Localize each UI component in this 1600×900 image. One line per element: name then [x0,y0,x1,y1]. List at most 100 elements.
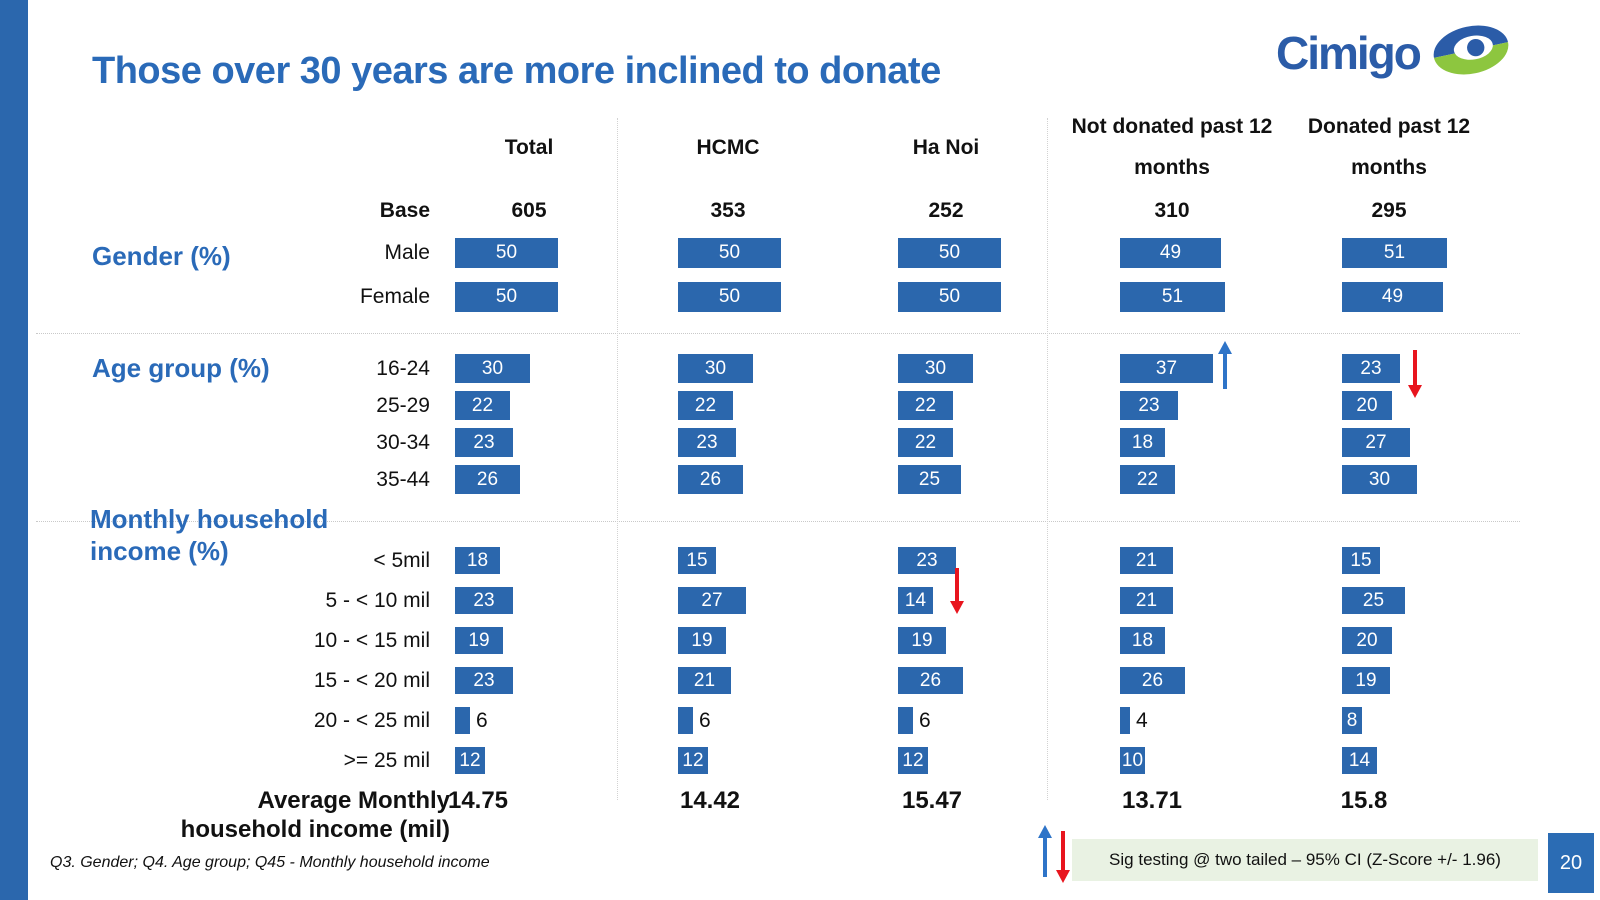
bar-inc4-donated: 19 [1342,667,1390,694]
row-label: 25-29 [376,393,430,417]
bar-inc3-hanoi: 19 [898,627,946,654]
column-divider [1047,118,1048,800]
row-label: 15 - < 20 mil [313,668,430,692]
column-header-hanoi: Ha Noi [912,135,980,159]
bar-inc1-total: 18 [455,547,500,574]
bar-30-34-donated: 27 [1342,428,1410,457]
row-label: >= 25 mil [343,748,430,772]
base-donated: 295 [1371,199,1407,222]
bar-16-24-donated: 23 [1342,354,1400,383]
bar-inc1-hanoi: 23 [898,547,956,574]
bar-inc3-donated: 20 [1342,627,1392,654]
table-row: 25-29 22 22 22 23 20 [0,391,1600,420]
table-row: Male 50 50 50 49 51 [0,238,1600,268]
bar-30-34-hcmc: 23 [678,428,736,457]
base-total: 605 [511,199,547,222]
base-hanoi: 252 [928,199,964,222]
bar-female-hanoi: 50 [898,282,1001,312]
row-label: Female [359,285,430,308]
cimigo-logo: Cimigo [1276,20,1512,85]
row-label: < 5mil [373,548,430,572]
base-label: Base [379,199,430,222]
column-header-hcmc: HCMC [696,135,760,159]
table-row: 5 - < 10 mil 23 27 14 21 25 [0,587,1600,614]
bar-inc6-donated: 14 [1342,747,1377,774]
bar-16-24-hcmc: 30 [678,354,753,383]
bar-inc1-donated: 15 [1342,547,1380,574]
significance-down-arrow-icon [950,568,964,619]
bar-25-29-donated: 20 [1342,391,1392,420]
slide-title: Those over 30 years are more inclined to… [92,50,941,92]
base-hcmc: 353 [710,199,746,222]
section-label-income: Monthly household income (%) [90,504,329,566]
table-row: 20 - < 25 mil 6 6 6 4 8 [0,707,1600,734]
table-row: 35-44 26 26 25 22 30 [0,465,1600,494]
table-row: 15 - < 20 mil 23 21 26 26 19 [0,667,1600,694]
row-label: 20 - < 25 mil [313,708,430,732]
section-divider [36,521,1520,522]
column-header-donated: Donated past 12 months [1307,115,1471,179]
table-row: >= 25 mil 12 12 12 10 14 [0,747,1600,774]
column-header-total: Total [504,135,554,159]
base-row: Base 605 353 252 310 295 [0,196,1600,226]
bar-female-donated: 49 [1342,282,1443,312]
significance-down-arrow-icon [1408,350,1422,403]
bar-inc2-hanoi: 14 [898,587,933,614]
column-header-not-donated: Not donated past 12 months [1071,115,1273,179]
average-row-label: Average Monthly household income (mil) [180,787,450,843]
bar-inc5-not-donated: 4 [1120,707,1148,734]
bar-16-24-hanoi: 30 [898,354,973,383]
bar-35-44-donated: 30 [1342,465,1417,494]
bar-30-34-not-donated: 18 [1120,428,1165,457]
row-label: 5 - < 10 mil [325,588,430,612]
bar-inc5-total: 6 [455,707,488,734]
bar-male-hanoi: 50 [898,238,1001,268]
section-divider [36,333,1520,334]
row-label: 16-24 [376,356,430,380]
bar-male-donated: 51 [1342,238,1447,268]
bar-inc1-hcmc: 15 [678,547,716,574]
bar-inc5-donated: 8 [1342,707,1362,734]
column-divider [617,118,618,800]
bar-inc2-not-donated: 21 [1120,587,1173,614]
bar-25-29-not-donated: 23 [1120,391,1178,420]
section-label-gender: Gender (%) [92,241,231,271]
bar-inc4-not-donated: 26 [1120,667,1185,694]
table-row: < 5mil 18 15 23 21 15 [0,547,1600,574]
bar-female-total: 50 [455,282,558,312]
average-not-donated: 13.71 [1121,787,1183,814]
bar-inc4-hcmc: 21 [678,667,731,694]
legend-up-arrow-icon [1038,825,1052,882]
bar-male-hcmc: 50 [678,238,781,268]
bar-inc5-hanoi: 6 [898,707,931,734]
bar-25-29-hcmc: 22 [678,391,733,420]
average-hanoi: 15.47 [901,787,963,814]
left-accent-bar [0,0,28,900]
table-row: Female 50 50 50 51 49 [0,282,1600,312]
row-label: 30-34 [376,430,430,454]
bar-inc4-hanoi: 26 [898,667,963,694]
average-total: 14.75 [447,787,509,814]
eye-logo-icon [1430,20,1512,85]
bar-female-hcmc: 50 [678,282,781,312]
bar-inc6-hcmc: 12 [678,747,708,774]
bar-inc3-not-donated: 18 [1120,627,1165,654]
bar-inc3-hcmc: 19 [678,627,726,654]
bar-16-24-not-donated: 37 [1120,354,1213,383]
bar-inc5-hcmc: 6 [678,707,711,734]
bar-16-24-total: 30 [455,354,530,383]
bar-35-44-not-donated: 22 [1120,465,1175,494]
bar-female-not-donated: 51 [1120,282,1225,312]
page-number: 20 [1548,833,1594,893]
bar-inc2-hcmc: 27 [678,587,746,614]
sig-testing-note: Sig testing @ two tailed – 95% CI (Z-Sco… [1072,839,1538,881]
bar-35-44-hanoi: 25 [898,465,961,494]
question-footnote: Q3. Gender; Q4. Age group; Q45 - Monthly… [50,854,490,871]
bar-inc4-total: 23 [455,667,513,694]
table-row: 10 - < 15 mil 19 19 19 18 20 [0,627,1600,654]
row-label: 10 - < 15 mil [313,628,430,652]
bar-inc6-hanoi: 12 [898,747,928,774]
logo-text: Cimigo [1276,26,1422,79]
bar-25-29-total: 22 [455,391,510,420]
